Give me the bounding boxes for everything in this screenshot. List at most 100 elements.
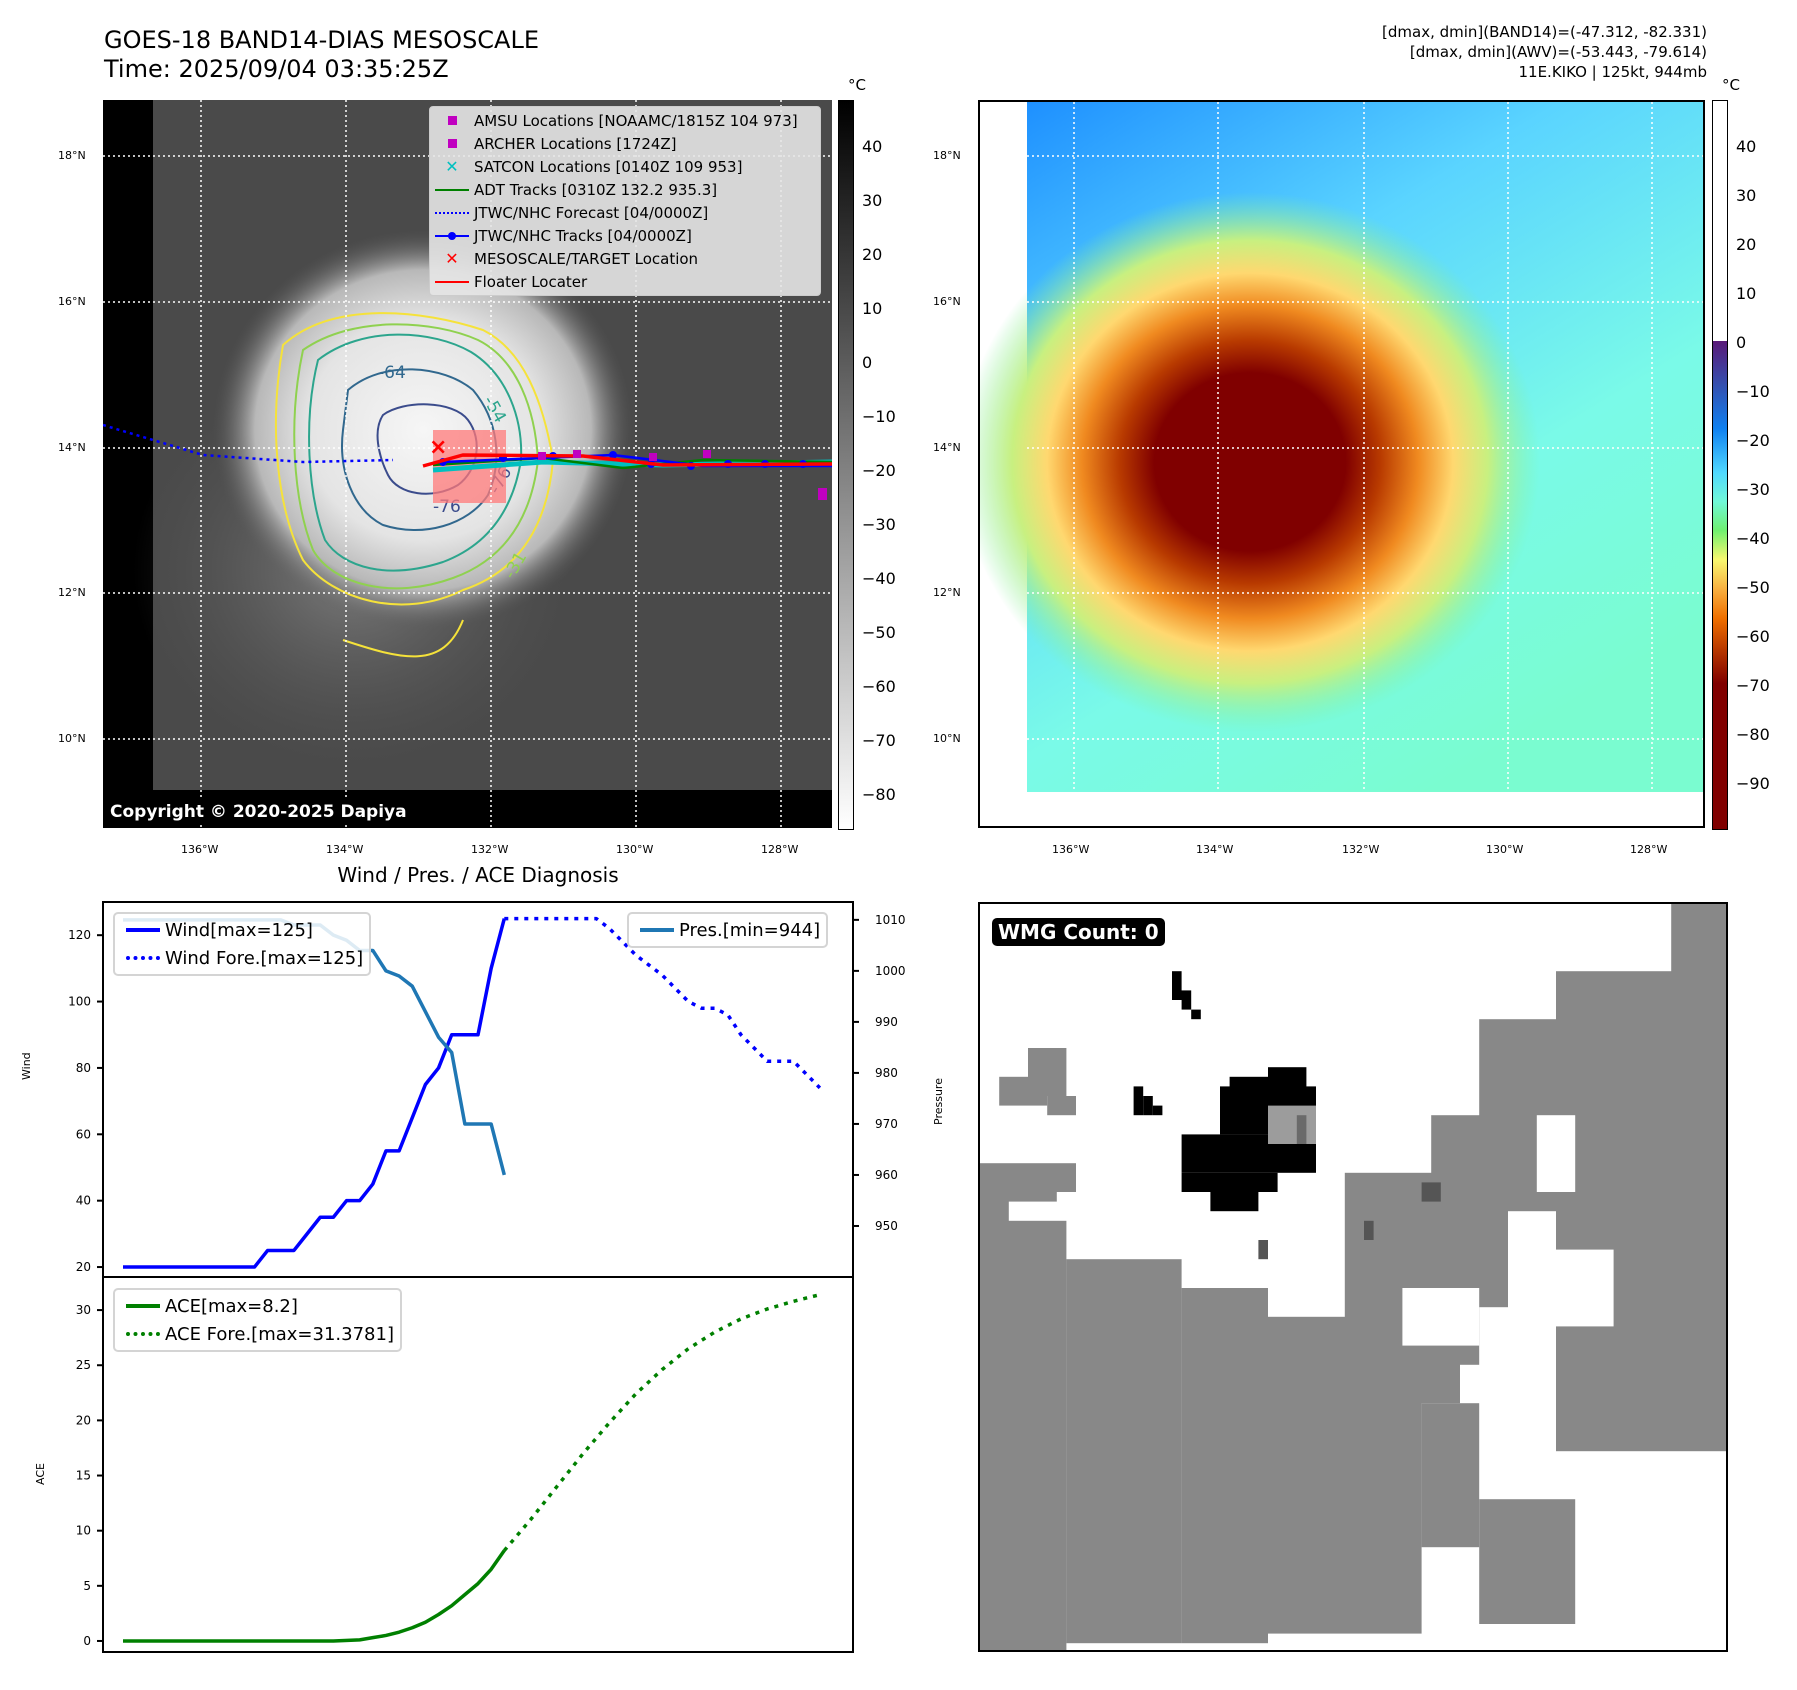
lat-tick-label: 10°N — [58, 732, 86, 745]
target-x-icon: ✕ — [445, 249, 459, 268]
wmg-cell-light — [1268, 1105, 1316, 1144]
floater-track — [422, 453, 832, 468]
colorbar-tick-label: −30 — [862, 515, 896, 534]
lat-tick-label: 14°N — [933, 441, 961, 454]
wind-legend: Wind[max=125] Wind Fore.[max=125] — [113, 912, 372, 976]
colorbar-tick-label: −20 — [1736, 431, 1770, 450]
ir-map: -64 -54 -76 -76 -31 × — [103, 100, 832, 828]
wmg-cell-core — [1152, 1105, 1163, 1116]
wmg-cell-core — [1210, 1192, 1259, 1212]
wind-forecast-line — [504, 916, 822, 1090]
colorbar-tick-label: −40 — [1736, 529, 1770, 548]
mesoscale-target-marker: × — [429, 435, 447, 460]
legend-item-forecast: JTWC/NHC Forecast [04/0000Z] — [430, 201, 820, 224]
pressure-legend: Pres.[min=944] — [627, 912, 829, 948]
legend-item-ace: ACE[max=8.2] — [121, 1292, 394, 1320]
contour-teal — [308, 333, 523, 572]
lat-tick-label: 14°N — [58, 441, 86, 454]
colorbar-tick-label: 10 — [862, 299, 883, 318]
colorbar-tick-label: −70 — [862, 731, 896, 750]
ace-ytick-label: 10 — [76, 1524, 91, 1538]
awv-map-panel — [978, 100, 1705, 828]
wmg-cell-dark — [1364, 1220, 1374, 1240]
forecast-dotted-line-icon — [435, 211, 469, 214]
tracks-line-dot-icon — [435, 231, 469, 240]
floater-line-icon — [435, 280, 469, 283]
wmg-cell-mid — [1296, 1115, 1307, 1144]
lon-tick-label: 130°W — [616, 843, 654, 856]
ace-ylabel: ACE — [34, 1463, 47, 1485]
info-band14-range: [dmax, dmin](BAND14)=(-47.312, -82.331) — [1382, 23, 1707, 41]
wmg-cell-core — [1181, 1000, 1192, 1010]
copyright-label: Copyright © 2020-2025 Dapiya — [105, 800, 412, 824]
colorbar-tick-label: 0 — [1736, 333, 1747, 352]
pressure-ytick-label: 970 — [875, 1117, 898, 1131]
wmg-cell-clear — [1536, 1115, 1576, 1192]
ace-forecast-line — [502, 1292, 821, 1552]
lat-tick-label: 18°N — [58, 149, 86, 162]
wmg-cell-dark — [1421, 1182, 1441, 1202]
lon-tick-label: 128°W — [761, 843, 799, 856]
lon-tick-label: 130°W — [1486, 843, 1524, 856]
wind-line-icon — [126, 928, 160, 932]
amsu-points — [538, 450, 827, 500]
wind-ytick-label: 60 — [76, 1127, 91, 1141]
colorbar-tick-label: −90 — [1736, 774, 1770, 793]
pressure-ytick-label: 950 — [875, 1219, 898, 1233]
contour-light-green — [293, 323, 540, 590]
wmg-cell-dark — [1258, 1240, 1268, 1260]
ace-ytick-label: 25 — [76, 1358, 91, 1372]
amsu-square-icon — [447, 116, 457, 125]
colorbar-tick-label: −40 — [862, 569, 896, 588]
ace-ytick-label: 30 — [76, 1303, 91, 1317]
lat-tick-label: 12°N — [933, 586, 961, 599]
wmg-cell-region — [1421, 1403, 1480, 1548]
ace-ytick-label: 0 — [83, 1634, 91, 1648]
satcon-x-icon: ✕ — [445, 157, 459, 176]
wmg-cell-core — [1191, 1009, 1201, 1020]
lat-tick-label: 16°N — [933, 295, 961, 308]
pressure-ylabel: Pressure — [932, 1078, 945, 1125]
wind-ylabel: Wind — [20, 1052, 33, 1080]
pressure-ytick-label: 960 — [875, 1168, 898, 1182]
colorbar-tick-label: −80 — [862, 785, 896, 804]
lon-tick-label: 132°W — [1342, 843, 1380, 856]
wmg-cell-region — [1613, 1000, 1726, 1288]
wind-ytick-label: 120 — [68, 928, 91, 942]
info-awv-range: [dmax, dmin](AWV)=(-53.443, -79.614) — [1409, 43, 1707, 61]
lat-tick-label: 12°N — [58, 586, 86, 599]
central-dense-overcast — [213, 230, 633, 630]
awv-map — [980, 102, 1703, 792]
wmg-cell-core — [1172, 990, 1192, 1000]
ace-forecast-dotted-icon — [126, 1332, 160, 1336]
legend-item-wind: Wind[max=125] — [121, 916, 363, 944]
wmg-cell-region — [1671, 904, 1726, 981]
awv-gridlines — [1027, 102, 1703, 792]
lat-tick-label: 16°N — [58, 295, 86, 308]
pressure-line-icon — [640, 928, 674, 932]
ir-map-panel: -64 -54 -76 -76 -31 × — [103, 100, 832, 828]
wmg-cell-region — [1181, 1288, 1268, 1644]
ace-legend: ACE[max=8.2] ACE Fore.[max=31.3781] — [113, 1288, 402, 1352]
legend-item-tracks: JTWC/NHC Tracks [04/0000Z] — [430, 224, 820, 247]
legend-item-target: ✕ MESOSCALE/TARGET Location — [430, 247, 820, 270]
wmg-cell-clear — [1556, 1249, 1614, 1327]
awv-storm — [980, 192, 1540, 732]
colorbar-tick-label: 40 — [1736, 137, 1757, 156]
pressure-ytick-label: 1000 — [875, 964, 906, 978]
ace-ytick-label: 15 — [76, 1469, 91, 1483]
wmg-cell-region — [999, 1076, 1048, 1106]
diagnosis-title: Wind / Pres. / ACE Diagnosis — [337, 863, 619, 887]
lon-tick-label: 136°W — [1052, 843, 1090, 856]
wind-line — [123, 918, 506, 1269]
colorbar-tick-label: −30 — [1736, 480, 1770, 499]
wmg-cell-region — [1047, 1096, 1076, 1116]
wmg-cell-region — [1479, 1499, 1576, 1624]
wmg-cell-core — [1133, 1086, 1144, 1116]
colorbar-tick-label: 40 — [862, 137, 883, 156]
wmg-cell-clear — [1402, 1288, 1480, 1346]
gray-colorbar — [838, 100, 854, 830]
ace-ytick-label: 5 — [83, 1579, 91, 1593]
ace-line-icon — [126, 1304, 160, 1308]
colorbar-tick-label: −80 — [1736, 725, 1770, 744]
